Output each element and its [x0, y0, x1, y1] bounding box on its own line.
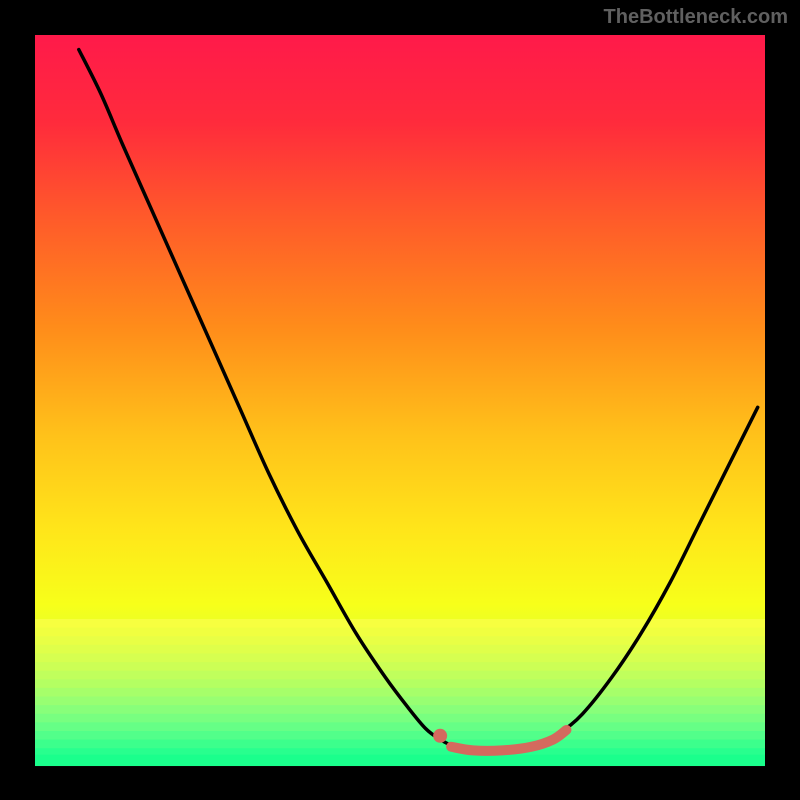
bottom-stripe — [35, 755, 765, 765]
bottom-stripe — [35, 636, 765, 645]
bottom-stripe — [35, 679, 765, 688]
bottleneck-chart — [0, 0, 800, 800]
chart-frame: TheBottleneck.com — [0, 0, 800, 800]
bottom-stripe — [35, 628, 765, 637]
bottom-stripe — [35, 653, 765, 662]
bottom-stripe — [35, 671, 765, 680]
bottom-stripe — [35, 722, 765, 731]
bottom-stripe — [35, 731, 765, 740]
watermark-text: TheBottleneck.com — [604, 6, 788, 29]
bottom-stripe — [35, 714, 765, 723]
accent-dot — [433, 729, 447, 743]
bottom-stripe — [35, 619, 765, 628]
bottom-stripe — [35, 705, 765, 714]
bottom-stripe — [35, 662, 765, 671]
bottom-stripe — [35, 740, 765, 749]
bottom-stripe — [35, 645, 765, 654]
